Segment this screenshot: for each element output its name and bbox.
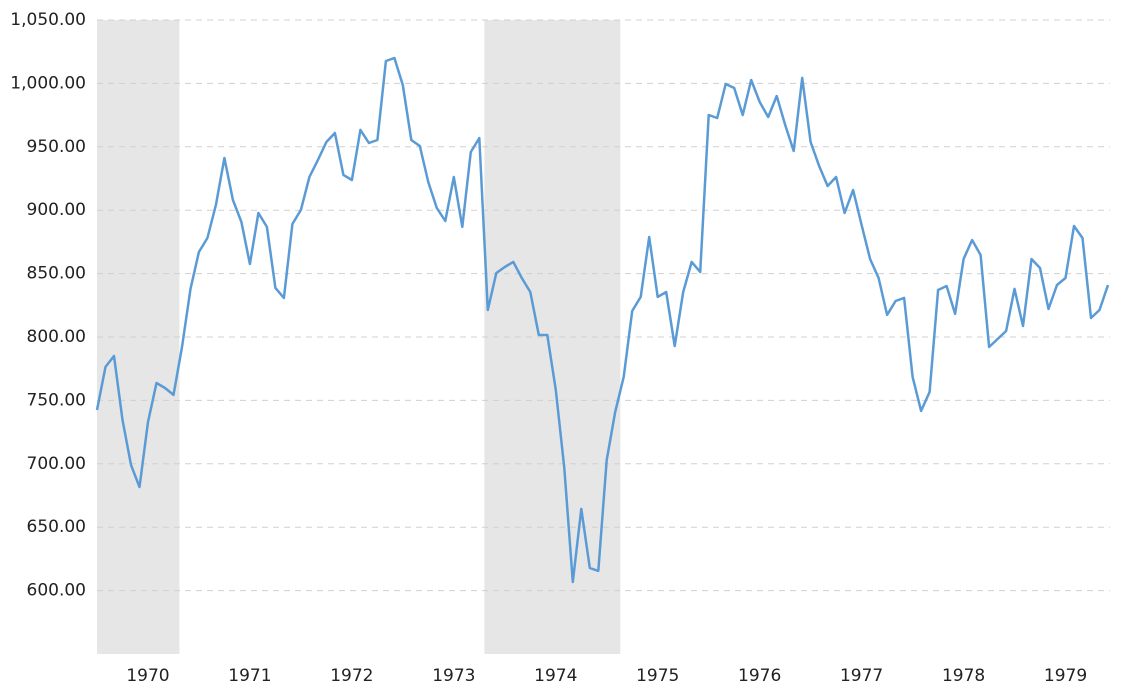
x-tick-label: 1972 [330,666,373,686]
x-tick-label: 1974 [534,666,577,686]
y-tick-label: 750.00 [27,390,86,410]
price-line [95,56,1110,584]
y-tick-label: 850.00 [27,264,86,284]
y-tick-label: 950.00 [27,137,86,157]
x-tick-label: 1979 [1044,666,1087,686]
x-tick-label: 1977 [840,666,883,686]
x-tick-label: 1970 [126,666,169,686]
y-tick-label: 1,000.00 [10,73,86,93]
x-tick-label: 1971 [228,666,271,686]
y-tick-label: 1,050.00 [10,10,86,30]
y-tick-label: 800.00 [27,327,86,347]
y-tick-label: 650.00 [27,517,86,537]
x-tick-label: 1976 [738,666,781,686]
x-tick-label: 1973 [432,666,475,686]
y-tick-label: 700.00 [27,454,86,474]
x-tick-label: 1978 [942,666,985,686]
x-tick-label: 1975 [636,666,679,686]
y-tick-label: 900.00 [27,200,86,220]
y-tick-label: 600.00 [27,581,86,601]
